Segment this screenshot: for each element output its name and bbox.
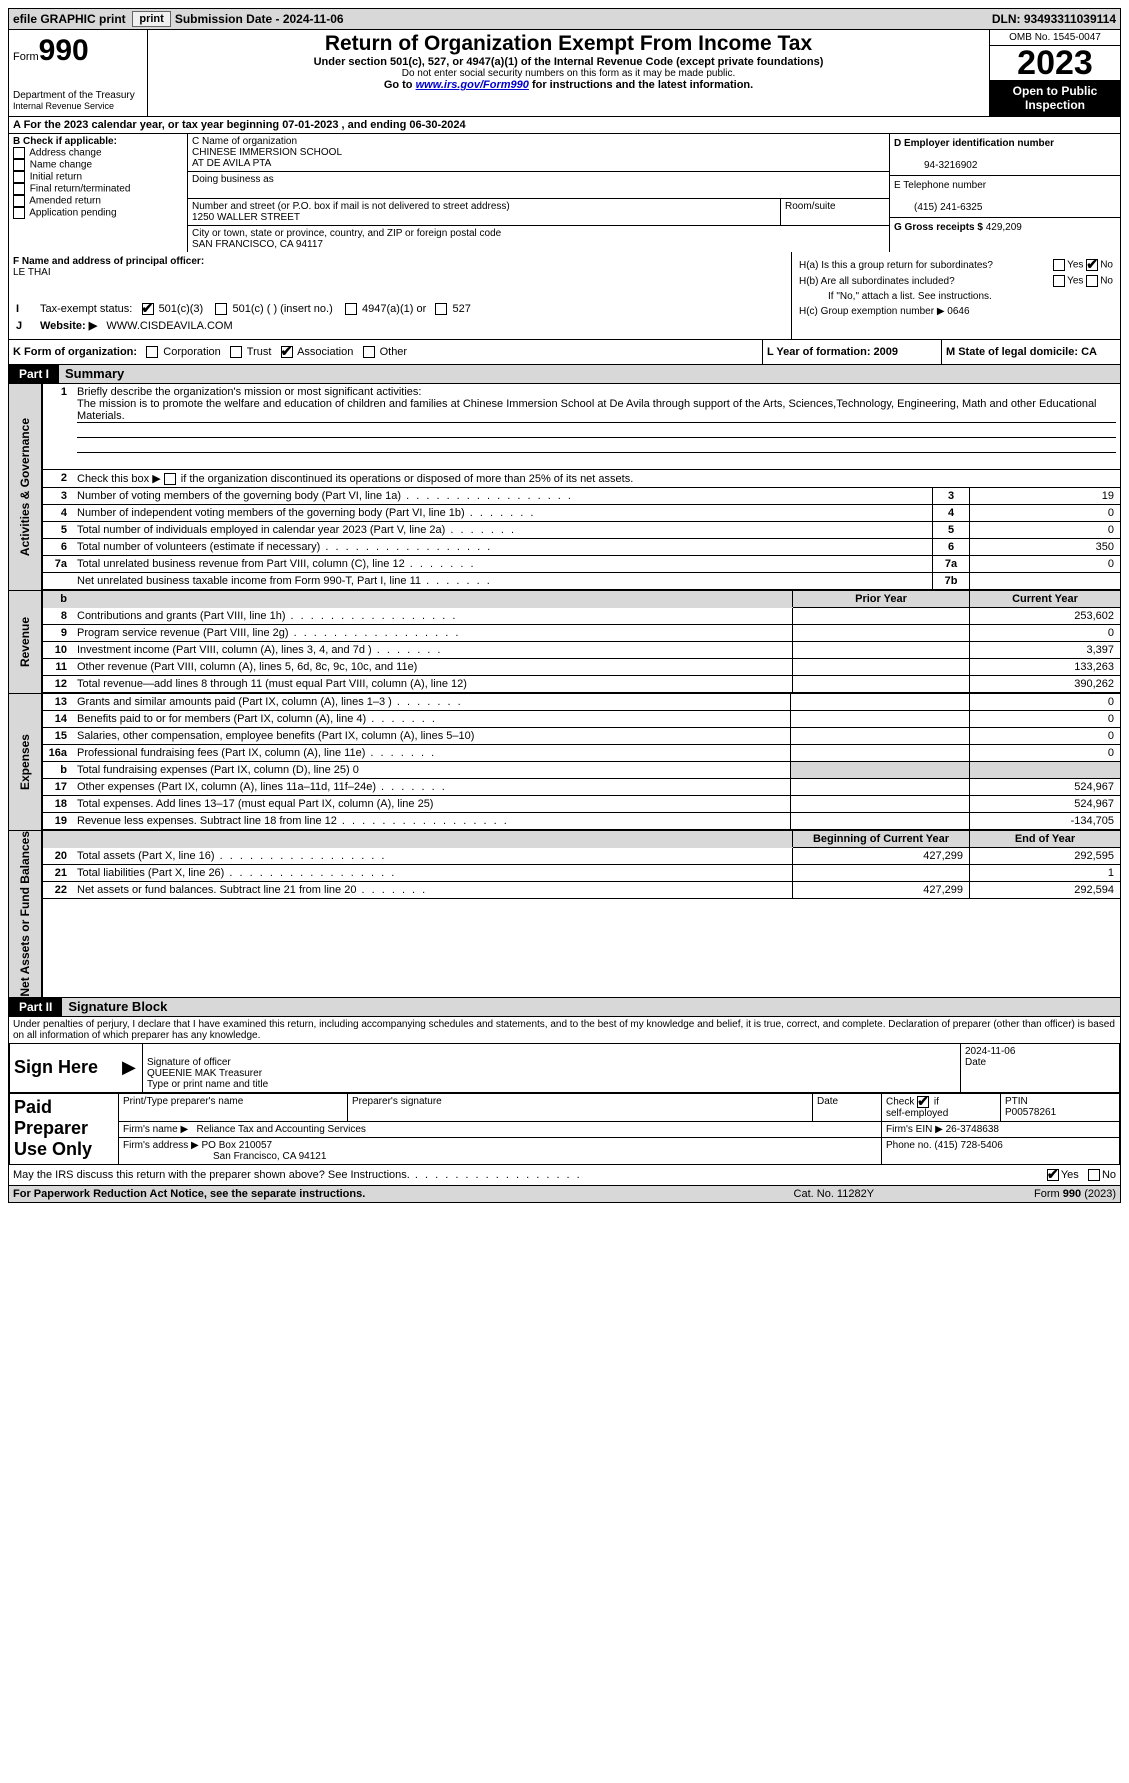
form-header: Form990 Department of the Treasury Inter… xyxy=(8,30,1121,117)
part1-header: Part ISummary xyxy=(8,365,1121,384)
submission-date: Submission Date - 2024-11-06 xyxy=(175,12,992,26)
gross-receipts: 429,209 xyxy=(986,222,1022,233)
chk-527[interactable] xyxy=(435,303,447,315)
mission-text: The mission is to promote the welfare an… xyxy=(77,398,1116,423)
top-bar: efile GRAPHIC print print Submission Dat… xyxy=(8,8,1121,30)
chk-501c[interactable] xyxy=(215,303,227,315)
info-block: B Check if applicable: Address change Na… xyxy=(8,134,1121,252)
chk-name[interactable] xyxy=(13,159,25,171)
irs-label: Internal Revenue Service xyxy=(13,101,143,111)
sign-here: Sign Here xyxy=(10,1043,119,1092)
ein: 94-3216902 xyxy=(894,160,977,171)
dept-label: Department of the Treasury xyxy=(13,90,143,101)
row-f-h: F Name and address of principal officer:… xyxy=(8,252,1121,340)
chk-4947[interactable] xyxy=(345,303,357,315)
officer-sig: QUEENIE MAK Treasurer xyxy=(147,1068,262,1079)
netassets-section: Net Assets or Fund Balances Beginning of… xyxy=(8,831,1121,998)
form-number: Form990 xyxy=(13,34,143,68)
org-name: CHINESE IMMERSION SCHOOL xyxy=(192,147,342,158)
tax-year: 2023 xyxy=(990,46,1120,80)
officer-name: LE THAI xyxy=(13,267,51,278)
telephone: (415) 241-6325 xyxy=(894,202,982,213)
org-info: C Name of organization CHINESE IMMERSION… xyxy=(188,134,889,252)
vert-revenue: Revenue xyxy=(18,617,32,667)
checkboxes-b: B Check if applicable: Address change Na… xyxy=(9,134,188,252)
governance-section: Activities & Governance 1 Briefly descri… xyxy=(8,384,1121,591)
firm-ein: 26-3748638 xyxy=(946,1124,999,1135)
chk-initial[interactable] xyxy=(13,171,25,183)
chk-address[interactable] xyxy=(13,147,25,159)
vert-governance: Activities & Governance xyxy=(18,418,32,556)
signature-block: Under penalties of perjury, I declare th… xyxy=(8,1017,1121,1186)
discuss-question: May the IRS discuss this return with the… xyxy=(13,1169,1047,1181)
chk-final[interactable] xyxy=(13,183,25,195)
chk-amended[interactable] xyxy=(13,195,25,207)
sig-date: 2024-11-06 xyxy=(965,1046,1015,1057)
perjury-text: Under penalties of perjury, I declare th… xyxy=(9,1017,1120,1043)
form-subtitle: Under section 501(c), 527, or 4947(a)(1)… xyxy=(154,56,983,68)
chk-pending[interactable] xyxy=(13,207,25,219)
paid-preparer: Paid Preparer Use Only xyxy=(10,1093,119,1164)
dln: DLN: 93493311039114 xyxy=(992,12,1116,26)
footer: For Paperwork Reduction Act Notice, see … xyxy=(8,1186,1121,1203)
part2-header: Part IISignature Block xyxy=(8,998,1121,1017)
city-state-zip: SAN FRANCISCO, CA 94117 xyxy=(192,239,323,250)
row-k: K Form of organization: Corporation Trus… xyxy=(8,340,1121,365)
form-title: Return of Organization Exempt From Incom… xyxy=(154,32,983,56)
firm-phone: (415) 728-5406 xyxy=(934,1140,1002,1151)
chk-501c3[interactable] xyxy=(142,303,154,315)
firm-name: Reliance Tax and Accounting Services xyxy=(197,1124,366,1135)
ssn-note: Do not enter social security numbers on … xyxy=(154,68,983,79)
expenses-section: Expenses 13Grants and similar amounts pa… xyxy=(8,694,1121,831)
website: WWW.CISDEAVILA.COM xyxy=(106,320,232,332)
efile-label: efile GRAPHIC print xyxy=(13,12,126,26)
street-address: 1250 WALLER STREET xyxy=(192,212,300,223)
print-button[interactable]: print xyxy=(132,11,170,27)
right-info: D Employer identification number94-32169… xyxy=(889,134,1120,252)
open-public: Open to Public Inspection xyxy=(990,80,1120,116)
vert-netassets: Net Assets or Fund Balances xyxy=(18,831,32,997)
ptin: P00578261 xyxy=(1005,1107,1056,1118)
irs-link[interactable]: www.irs.gov/Form990 xyxy=(416,79,529,91)
revenue-section: Revenue bPrior YearCurrent Year 8Contrib… xyxy=(8,591,1121,694)
line-a: A For the 2023 calendar year, or tax yea… xyxy=(8,117,1121,134)
vert-expenses: Expenses xyxy=(18,734,32,790)
goto-note: Go to www.irs.gov/Form990 for instructio… xyxy=(154,79,983,91)
